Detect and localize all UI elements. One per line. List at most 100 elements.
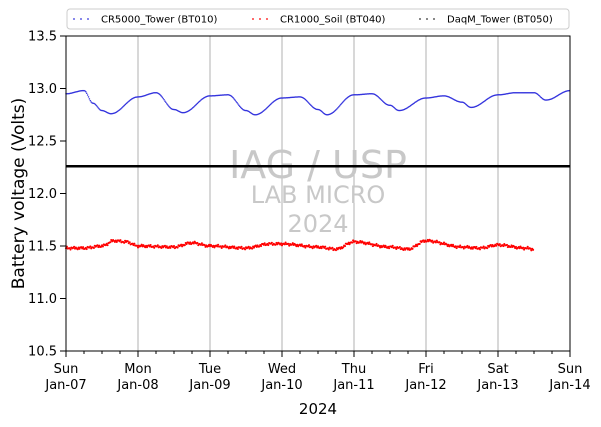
data-point [161,96,164,99]
data-point [435,239,438,242]
data-point [370,243,374,246]
data-point [220,246,223,250]
data-point [522,246,525,249]
data-point [502,245,505,248]
data-point [237,103,239,105]
data-point [338,105,341,107]
data-point [235,100,237,103]
data-point [434,241,437,244]
data-point [478,248,482,251]
data-point [347,241,350,244]
data-point [240,245,243,248]
data-point [119,239,122,242]
data-point [568,89,570,92]
legend-label-cr1000: CR1000_Soil (BT040) [280,15,386,26]
data-point [307,244,311,247]
legend-marker [252,18,254,20]
data-point [200,242,203,245]
series-1 [64,238,535,252]
data-point [334,249,338,252]
y-tick-label: 13.5 [28,30,57,45]
data-point [340,102,343,105]
data-point [166,104,169,106]
data-point [283,243,286,246]
data-point [363,241,366,244]
data-point [176,246,179,249]
data-point [529,247,532,250]
data-point [342,246,345,249]
data-point [199,243,203,246]
data-point [300,243,303,246]
data-point [123,241,126,244]
data-point [87,96,90,98]
watermark-line-2: LAB MICRO [251,181,386,209]
y-tick-label: 11.0 [28,292,57,307]
data-point [260,245,263,248]
data-point [263,242,266,245]
data-point [382,244,385,247]
y-tick-label: 11.5 [28,240,57,255]
data-point [327,248,330,251]
data-point [76,248,79,251]
data-point [306,100,308,102]
y-tick-label: 10.5 [28,345,57,360]
data-point [149,243,152,247]
data-point [165,245,168,248]
data-point [169,246,172,249]
data-point [244,248,247,251]
x-tick-day-label: Fri [418,362,434,377]
legend-marker [419,18,421,20]
data-point [336,108,338,110]
x-tick-day-label: Tue [198,362,221,377]
data-point [86,94,89,96]
data-point [238,105,241,107]
data-point [291,242,294,245]
data-point [466,244,469,247]
data-point [514,245,518,248]
data-point [324,245,327,248]
data-point [342,100,344,103]
data-point [227,247,230,250]
data-point [422,239,425,242]
data-point [160,95,163,97]
data-point [455,247,458,250]
data-point [163,244,167,247]
data-point [126,240,129,243]
data-point [348,243,351,246]
data-point [482,245,485,248]
legend: CR5000_Tower (BT010) CR1000_Soil (BT040)… [66,8,570,30]
data-point [236,247,239,251]
data-point [233,245,236,248]
data-point [136,246,140,249]
data-point [320,247,323,250]
data-point [233,98,236,100]
data-point [196,241,199,245]
data-point [307,101,309,103]
data-point [367,242,370,245]
data-point [96,244,99,247]
data-point [280,242,283,245]
legend-entry-cr1000: CR1000_Soil (BT040) [252,15,386,26]
data-point [164,100,166,102]
data-point [89,245,92,248]
watermark: IAG / USP LAB MICRO 2024 [229,143,407,238]
data-point [270,241,273,244]
legend-frame [66,8,570,30]
x-axis: SunJan-07MonJan-08TueJan-09WedJan-10ThuJ… [44,351,591,393]
data-point [163,99,165,101]
data-point [251,247,254,250]
data-point [375,242,378,246]
x-tick-day-label: Sat [487,362,508,377]
data-point [513,245,516,248]
data-point [115,240,118,244]
data-point [238,104,240,106]
data-point [92,246,95,249]
x-tick-day-label: Sun [54,362,79,377]
data-point [495,244,498,247]
data-point [510,244,513,247]
data-point [407,247,410,250]
legend-entry-cr5000: CR5000_Tower (BT010) [73,15,217,26]
data-point [311,247,314,250]
data-point [462,247,465,250]
